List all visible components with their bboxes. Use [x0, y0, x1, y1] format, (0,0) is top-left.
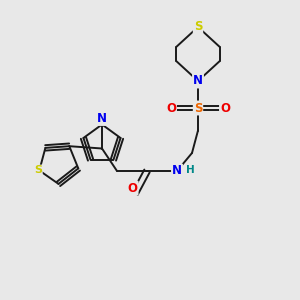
Text: O: O: [220, 101, 230, 115]
Text: S: S: [34, 166, 42, 176]
Text: O: O: [128, 182, 138, 195]
Text: O: O: [166, 101, 176, 115]
Text: H: H: [186, 165, 195, 176]
Text: N: N: [172, 164, 182, 178]
Text: S: S: [194, 101, 202, 115]
Text: N: N: [193, 74, 203, 88]
Text: S: S: [194, 20, 202, 34]
Text: N: N: [97, 112, 107, 125]
